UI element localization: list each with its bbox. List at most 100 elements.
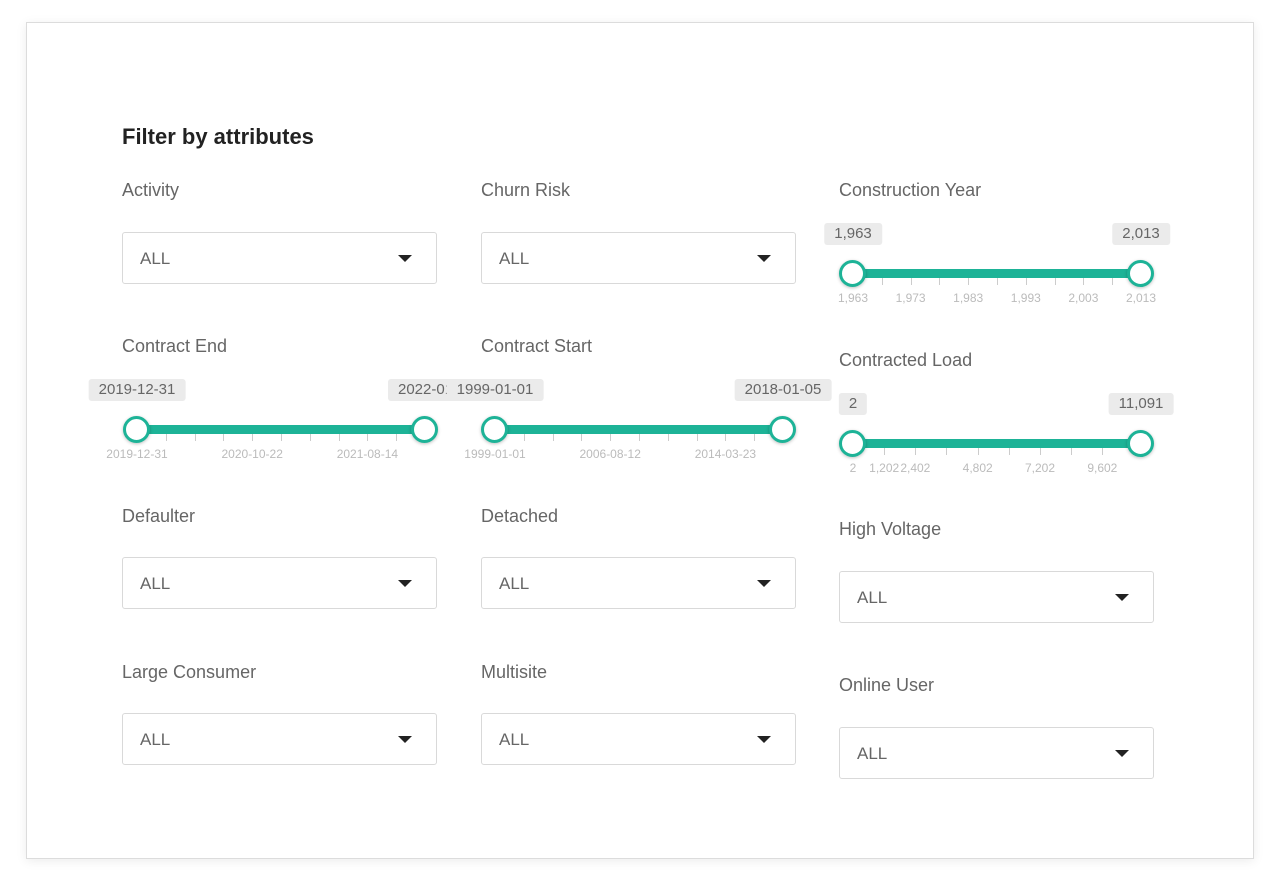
slider-tick [396,434,398,441]
slider-tick-label: 1,202 [869,461,900,475]
slider-tick [639,434,640,441]
slider-tick [610,434,612,441]
slider-high-handle[interactable] [769,416,796,443]
high-voltage-label: High Voltage [839,519,942,539]
slider-track[interactable] [495,425,785,434]
caret-down-icon [398,255,412,262]
slider-tick [223,434,225,441]
slider-tick-label: 2006-08-12 [579,447,641,461]
online-user-label: Online User [839,675,935,695]
slider-tick [1008,448,1010,455]
churn-risk-dropdown[interactable]: ALL [481,232,796,284]
dropdown-value: ALL [857,744,888,763]
page-title: Filter by attributes [122,124,314,149]
dropdown-value: ALL [499,574,530,593]
multisite-dropdown[interactable]: ALL [481,713,796,765]
slider-tick-label: 2,402 [900,461,931,475]
contracted-load-label: Contracted Load [839,350,973,370]
slider-tick-label: 1,983 [953,291,984,305]
slider-tick-label: 4,802 [962,461,993,475]
dropdown-value: ALL [140,249,171,268]
slider-tick [281,434,282,441]
slider-tick [1083,278,1085,285]
slider-tick [946,448,948,455]
slider-tick [1054,278,1056,285]
caret-down-icon [757,736,771,743]
slider-track[interactable] [137,425,427,434]
contract-end-label: Contract End [122,336,228,356]
slider-tick [997,278,998,285]
slider-tick [910,278,912,285]
slider-low-handle[interactable] [123,416,150,443]
slider-tick [1112,278,1114,285]
detached-dropdown[interactable]: ALL [481,557,796,609]
slider-tick [1102,448,1104,455]
slider-tick [338,434,340,441]
construction-year-label: Construction Year [839,180,982,200]
slider-tick [1025,278,1027,285]
large-consumer-label: Large Consumer [122,662,257,682]
slider-high-value: 2,013 [1112,223,1170,245]
slider-high-handle[interactable] [1127,260,1154,287]
dropdown-value: ALL [857,588,888,607]
slider-low-value: 2019-12-31 [88,379,186,401]
dropdown-value: ALL [140,730,171,749]
slider-tick [881,278,883,285]
slider-high-value: 2022-01 [388,379,462,401]
slider-tick-label: 7,202 [1024,461,1055,475]
slider-tick [1071,448,1073,455]
slider-tick-label: 1,973 [895,291,926,305]
detached-label: Detached [481,506,559,526]
slider-low-handle[interactable] [839,430,866,457]
caret-down-icon [757,580,771,587]
slider-tick [1039,448,1041,455]
dropdown-value: ALL [140,574,171,593]
slider-tick-label: 2,013 [1125,291,1157,305]
slider-tick [725,434,727,441]
slider-low-handle[interactable] [481,416,508,443]
contract-end-slider[interactable]: 2019-12-31 2020-10-22 2021-08-14 2019-12-31… [88,379,462,477]
dropdown-value: ALL [499,249,530,268]
large-consumer-dropdown[interactable]: ALL [122,713,437,765]
slider-tick [523,434,525,441]
contract-start-slider[interactable]: 1999-01-01 2006-08-12 2014-03-23 1999-01-01… [446,379,832,477]
slider-tick [194,434,196,441]
caret-down-icon [1115,750,1129,757]
slider-tick-label: 9,602 [1087,461,1118,475]
slider-tick [165,434,167,441]
slider-tick-label: 2020-10-22 [221,447,283,461]
slider-tick-label: 2,003 [1068,291,1099,305]
slider-low-value: 1999-01-01 [446,379,544,401]
slider-tick-label: 2014-03-23 [694,447,757,461]
contracted-load-slider[interactable]: 2 1,202 2,402 4,802 7,202 9,602 2 11,091 [838,393,1174,491]
high-voltage-dropdown[interactable]: ALL [839,571,1154,623]
caret-down-icon [398,736,412,743]
slider-tick [696,434,698,441]
slider-track[interactable] [853,439,1143,448]
construction-year-slider[interactable]: 1,963 1,973 1,983 1,993 2,003 2,013 1,963 2,013 [824,223,1170,321]
defaulter-dropdown[interactable]: ALL [122,557,437,609]
slider-tick [939,278,941,285]
slider-tick [968,278,970,285]
slider-tick [581,434,583,441]
slider-high-handle[interactable] [411,416,438,443]
slider-high-handle[interactable] [1127,430,1154,457]
online-user-dropdown[interactable]: ALL [839,727,1154,779]
slider-tick-label: 1,993 [1010,291,1041,305]
slider-tick [252,434,254,441]
slider-track[interactable] [853,269,1143,278]
activity-dropdown[interactable]: ALL [122,232,437,284]
slider-tick [667,434,669,441]
slider-tick [309,434,311,441]
slider-tick [552,434,554,441]
slider-tick [884,448,886,455]
slider-tick [915,448,917,455]
slider-tick-label: 2021-08-14 [336,447,399,461]
caret-down-icon [757,255,771,262]
caret-down-icon [398,580,412,587]
defaulter-label: Defaulter [122,506,196,526]
slider-low-handle[interactable] [839,260,866,287]
slider-tick [977,448,979,455]
slider-high-value: 11,091 [1108,393,1174,415]
contract-start-label: Contract Start [481,336,593,356]
